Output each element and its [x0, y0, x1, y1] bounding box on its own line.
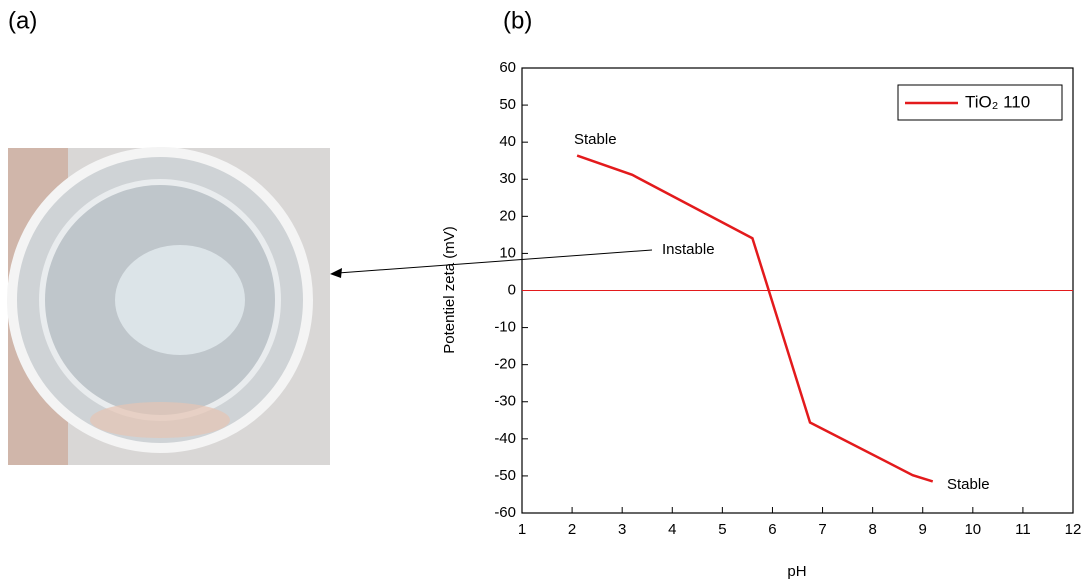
panel-label: (b): [503, 7, 532, 34]
photo: [7, 147, 330, 465]
y-tick-label: 40: [499, 133, 516, 150]
x-axis-label: pH: [787, 563, 806, 580]
x-tick-label: 6: [768, 521, 776, 538]
x-tick-label: 1: [518, 521, 526, 538]
x-tick-label: 12: [1065, 521, 1082, 538]
data-line: [576, 154, 934, 483]
y-tick-label: -40: [494, 430, 516, 447]
x-tick-label: 2: [568, 521, 576, 538]
y-tick-label: -60: [494, 504, 516, 521]
y-tick-label: 10: [499, 244, 516, 261]
legend-label: TiO₂ 110: [965, 92, 1030, 111]
y-tick-label: 50: [499, 96, 516, 113]
y-tick-label: 0: [508, 281, 516, 298]
y-tick-label: -30: [494, 393, 516, 410]
panel-label: (a): [8, 7, 37, 34]
finger: [90, 402, 230, 438]
annotation: Stable: [574, 131, 617, 148]
arrow-head: [330, 268, 342, 278]
annotation: Instable: [662, 241, 715, 258]
y-tick-label: 60: [499, 59, 516, 76]
y-tick-label: -10: [494, 319, 516, 336]
x-tick-label: 5: [718, 521, 726, 538]
gel: [115, 245, 245, 355]
arrow: [337, 249, 653, 274]
x-tick-label: 4: [668, 521, 676, 538]
x-tick-label: 11: [1015, 521, 1031, 538]
y-tick-label: 30: [499, 170, 516, 187]
y-tick-label: -50: [494, 467, 516, 484]
x-tick-label: 8: [868, 521, 876, 538]
annotation: Stable: [947, 476, 990, 493]
y-tick-label: -20: [494, 356, 516, 373]
y-tick-label: 20: [499, 207, 516, 224]
x-tick-label: 10: [964, 521, 981, 538]
x-tick-label: 9: [919, 521, 927, 538]
x-tick-label: 7: [818, 521, 826, 538]
y-axis-label: Potentiel zeta (mV): [441, 226, 458, 354]
x-tick-label: 3: [618, 521, 626, 538]
